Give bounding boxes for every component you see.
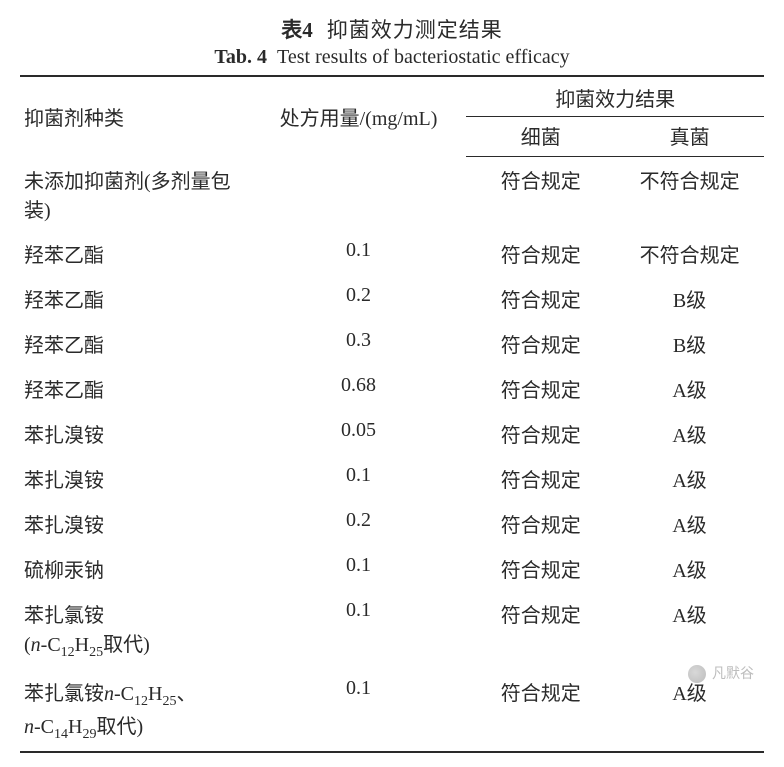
cell-fungi: A级 [615,591,764,669]
cell-dose: 0.68 [251,366,467,411]
cell-bacteria: 符合规定 [466,411,615,456]
cell-fungi: B级 [615,321,764,366]
cell-agent: 羟苯乙酯 [20,321,251,366]
cell-dose: 0.05 [251,411,467,456]
cell-agent: 羟苯乙酯 [20,366,251,411]
cell-dose: 0.1 [251,669,467,752]
table-row: 苯扎氯铵n-C12H25、n-C14H29取代)0.1符合规定A级 [20,669,764,752]
watermark: 凡默谷 [688,663,754,683]
cell-dose: 0.3 [251,321,467,366]
caption-en-label: Tab. 4 [214,46,267,68]
cell-agent: 苯扎溴铵 [20,411,251,456]
table-head: 抑菌剂种类 处方用量/(mg/mL) 抑菌效力结果 细菌 真菌 [20,76,764,157]
table-row: 羟苯乙酯0.1符合规定不符合规定 [20,231,764,276]
cell-fungi: A级 [615,501,764,546]
cell-agent: 苯扎氯铵(n-C12H25取代) [20,591,251,669]
cell-bacteria: 符合规定 [466,321,615,366]
cell-dose: 0.2 [251,276,467,321]
table-row: 羟苯乙酯0.68符合规定A级 [20,366,764,411]
cell-fungi: A级 [615,456,764,501]
results-table: 抑菌剂种类 处方用量/(mg/mL) 抑菌效力结果 细菌 真菌 未添加抑菌剂(多… [20,75,764,753]
th-result-group: 抑菌效力结果 [466,76,764,117]
table-row: 羟苯乙酯0.3符合规定B级 [20,321,764,366]
cell-fungi: 不符合规定 [615,231,764,276]
cell-agent: 羟苯乙酯 [20,276,251,321]
table-row: 苯扎溴铵0.05符合规定A级 [20,411,764,456]
cell-agent: 硫柳汞钠 [20,546,251,591]
table-row: 硫柳汞钠0.1符合规定A级 [20,546,764,591]
cell-bacteria: 符合规定 [466,276,615,321]
cell-dose: 0.1 [251,456,467,501]
table-row: 苯扎溴铵0.2符合规定A级 [20,501,764,546]
cell-bacteria: 符合规定 [466,366,615,411]
cell-fungi: A级 [615,546,764,591]
caption-cn-label: 表4 [281,18,313,42]
cell-bacteria: 符合规定 [466,591,615,669]
th-fungi: 真菌 [615,117,764,157]
table-row: 未添加抑菌剂(多剂量包装) 符合规定不符合规定 [20,157,764,231]
cell-dose: 0.1 [251,231,467,276]
cell-bacteria: 符合规定 [466,231,615,276]
watermark-text: 凡默谷 [712,665,754,681]
cell-dose [251,157,467,231]
cell-fungi: A级 [615,411,764,456]
cell-agent: 苯扎溴铵 [20,456,251,501]
cell-agent: 羟苯乙酯 [20,231,251,276]
table-row: 苯扎溴铵0.1符合规定A级 [20,456,764,501]
wechat-icon [688,665,706,683]
cell-agent: 苯扎溴铵 [20,501,251,546]
cell-bacteria: 符合规定 [466,546,615,591]
caption-en-title: Test results of bacteriostatic efficacy [277,46,570,68]
cell-bacteria: 符合规定 [466,669,615,752]
cell-fungi: A级 [615,366,764,411]
cell-agent: 未添加抑菌剂(多剂量包装) [20,157,251,231]
cell-bacteria: 符合规定 [466,501,615,546]
cell-fungi: B级 [615,276,764,321]
cell-fungi: 不符合规定 [615,157,764,231]
th-bacteria: 细菌 [466,117,615,157]
caption-cn: 表4 抑菌效力测定结果 [20,14,764,44]
th-dose: 处方用量/(mg/mL) [251,76,467,157]
table-row: 羟苯乙酯0.2符合规定B级 [20,276,764,321]
cell-bacteria: 符合规定 [466,157,615,231]
table-body: 未添加抑菌剂(多剂量包装)符合规定不符合规定羟苯乙酯0.1符合规定不符合规定羟苯… [20,157,764,752]
table-row: 苯扎氯铵(n-C12H25取代)0.1符合规定A级 [20,591,764,669]
cell-agent: 苯扎氯铵n-C12H25、n-C14H29取代) [20,669,251,752]
caption-cn-title: 抑菌效力测定结果 [327,18,503,42]
cell-bacteria: 符合规定 [466,456,615,501]
cell-dose: 0.1 [251,546,467,591]
cell-dose: 0.1 [251,591,467,669]
th-agent: 抑菌剂种类 [20,76,251,157]
caption-en: Tab. 4 Test results of bacteriostatic eff… [20,46,764,69]
cell-dose: 0.2 [251,501,467,546]
